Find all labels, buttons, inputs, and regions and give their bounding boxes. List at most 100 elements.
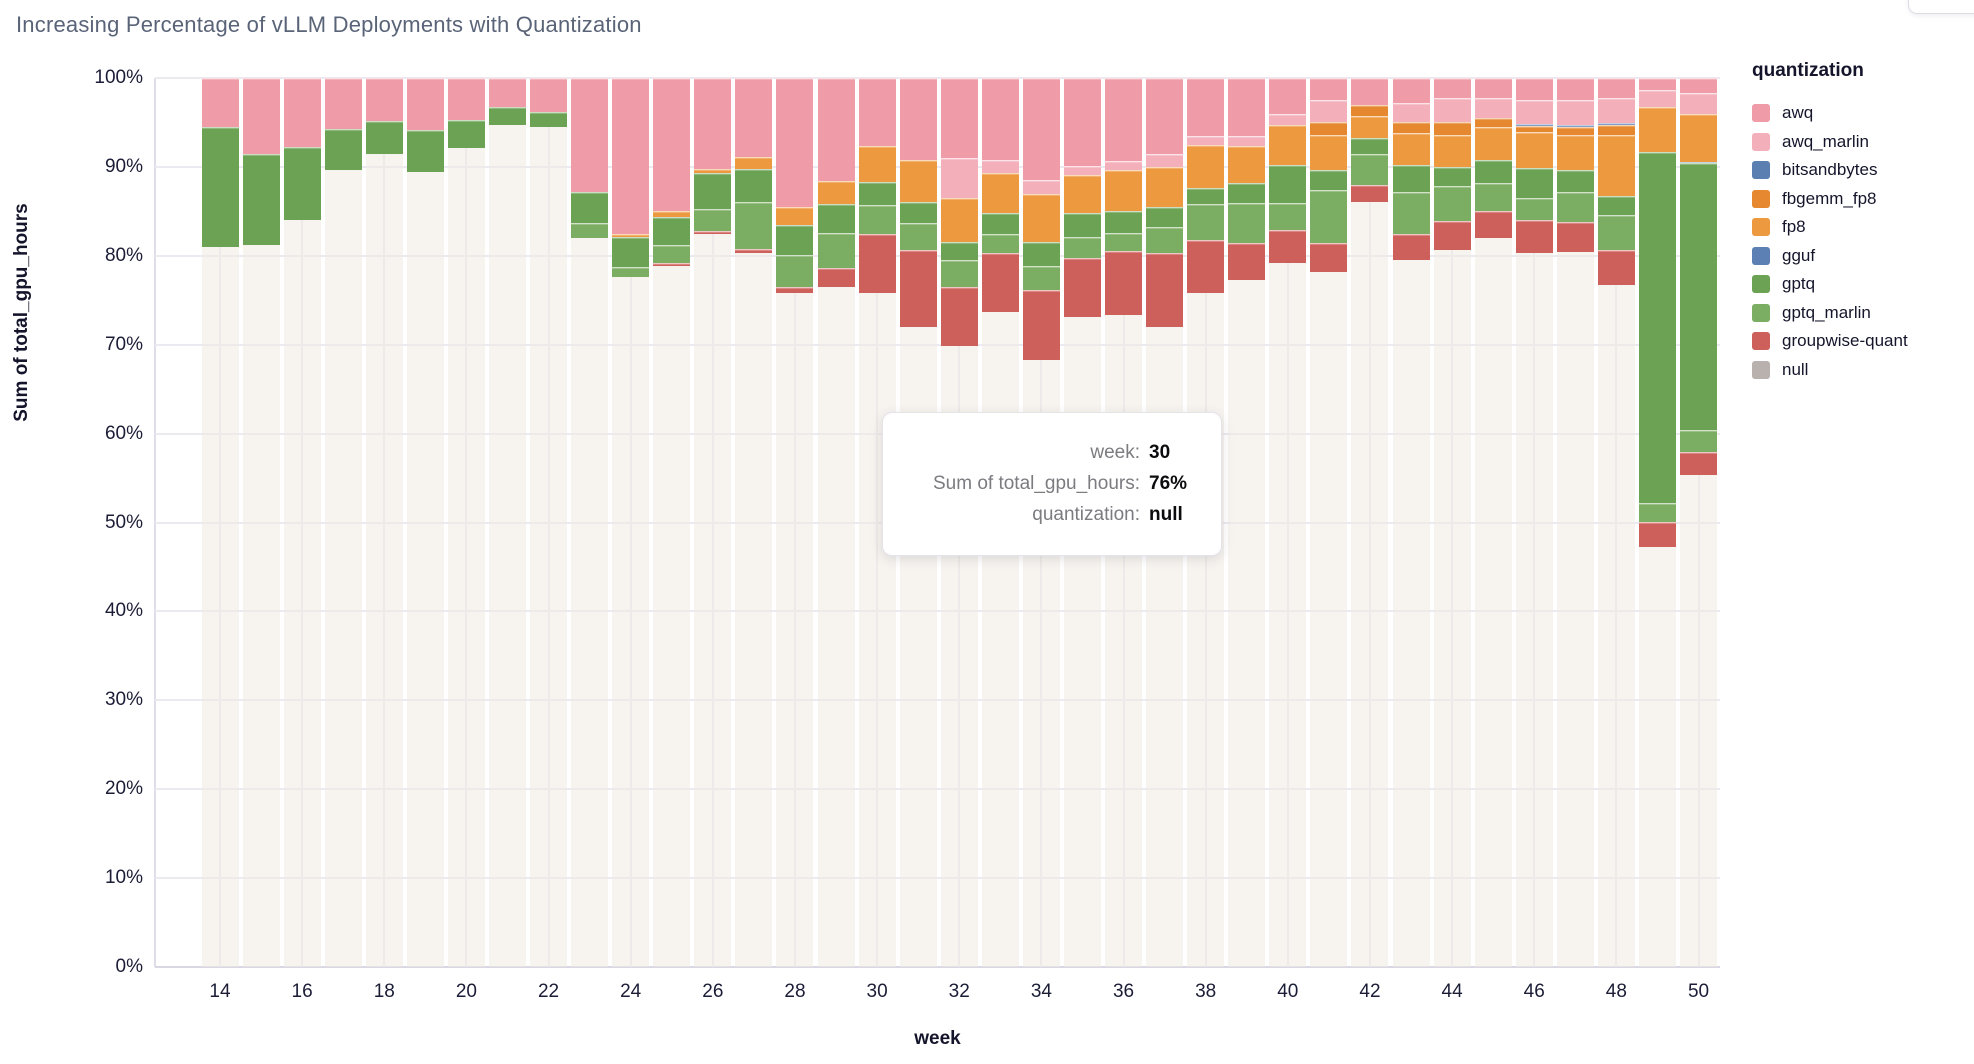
bar-segment-awq_marlin[interactable] <box>1063 166 1101 175</box>
bar-segment-fp8[interactable] <box>1474 126 1512 160</box>
bar-segment-null[interactable] <box>324 169 362 967</box>
bar-segment-gptq[interactable] <box>406 130 444 173</box>
bar-segment-fbgemm_fp8[interactable] <box>1310 121 1348 135</box>
bar-segment-null[interactable] <box>653 266 691 967</box>
bar-segment-gptq_marlin[interactable] <box>940 260 978 287</box>
bar-segment-null[interactable] <box>1310 271 1348 967</box>
bar-segment-gptq[interactable] <box>1063 213 1101 238</box>
bar-segment-gptq_marlin[interactable] <box>899 222 937 250</box>
bar-segment-gptq_marlin[interactable] <box>735 202 773 249</box>
bar-segment-awq_marlin[interactable] <box>1310 100 1348 122</box>
bar-segment-gptq_marlin[interactable] <box>1269 203 1307 230</box>
bar-segment-fp8[interactable] <box>1228 146 1266 183</box>
bar-segment-gptq[interactable] <box>530 111 568 127</box>
bar-segment-gptq[interactable] <box>1597 196 1635 215</box>
bar-segment-fp8[interactable] <box>1105 169 1143 212</box>
bar-segment-groupwise-quant[interactable] <box>817 268 855 287</box>
bar-segment-fp8[interactable] <box>1063 174 1101 214</box>
bar-segment-fp8[interactable] <box>1392 133 1430 166</box>
bar-segment-gptq[interactable] <box>940 241 978 261</box>
bar-segment-gptq[interactable] <box>1638 151 1676 503</box>
bar-segment-groupwise-quant[interactable] <box>1638 521 1676 548</box>
bar-segment-fp8[interactable] <box>1187 144 1225 189</box>
bar-segment-gptq[interactable] <box>1187 188 1225 205</box>
bar-segment-awq[interactable] <box>1597 78 1635 98</box>
bar-segment-awq[interactable] <box>1392 78 1430 103</box>
bar-segment-gptq[interactable] <box>571 191 609 223</box>
bar-segment-awq[interactable] <box>1680 78 1718 94</box>
bar-segment-groupwise-quant[interactable] <box>1474 211 1512 238</box>
bar-segment-gptq[interactable] <box>653 216 691 246</box>
bar-segment-fp8[interactable] <box>1638 107 1676 152</box>
bar-segment-gptq_marlin[interactable] <box>1022 266 1060 290</box>
bar-segment-gptq[interactable] <box>242 154 280 246</box>
bar-segment-fp8[interactable] <box>735 157 773 169</box>
bar-segment-groupwise-quant[interactable] <box>1187 239 1225 294</box>
bar-segment-awq[interactable] <box>324 78 362 129</box>
bar-segment-groupwise-quant[interactable] <box>1105 251 1143 316</box>
bar-segment-fp8[interactable] <box>940 198 978 242</box>
bar-segment-fbgemm_fp8[interactable] <box>1597 125 1635 135</box>
bar-segment-gptq_marlin[interactable] <box>858 205 896 234</box>
bar-segment-awq[interactable] <box>1269 78 1307 114</box>
bar-segment-gptq[interactable] <box>858 182 896 206</box>
bar-segment-gptq_marlin[interactable] <box>981 233 1019 254</box>
legend-item-fbgemm_fp8[interactable]: fbgemm_fp8 <box>1752 189 1962 208</box>
bar-segment-gptq_marlin[interactable] <box>1433 186 1471 222</box>
bar-segment-awq[interactable] <box>612 78 650 234</box>
bar-segment-gptq_marlin[interactable] <box>1063 237 1101 259</box>
bar-segment-null[interactable] <box>1680 475 1718 967</box>
bar-segment-gptq_marlin[interactable] <box>1392 191 1430 234</box>
bar-segment-groupwise-quant[interactable] <box>1269 230 1307 263</box>
bar-segment-groupwise-quant[interactable] <box>735 248 773 254</box>
legend-item-groupwise-quant[interactable]: groupwise-quant <box>1752 332 1962 350</box>
bar-segment-null[interactable] <box>283 220 321 967</box>
bar-segment-awq[interactable] <box>1146 78 1184 154</box>
bar-segment-fp8[interactable] <box>817 181 855 205</box>
bar-segment-fbgemm_fp8[interactable] <box>1351 104 1389 117</box>
legend-item-awq_marlin[interactable]: awq_marlin <box>1752 132 1962 151</box>
bar-segment-null[interactable] <box>1392 260 1430 967</box>
bar-segment-null[interactable] <box>1187 293 1225 967</box>
bar-segment-groupwise-quant[interactable] <box>1433 221 1471 250</box>
bar-segment-awq[interactable] <box>365 78 403 121</box>
bar-segment-null[interactable] <box>242 245 280 967</box>
bar-segment-awq_marlin[interactable] <box>1474 98 1512 118</box>
bar-segment-awq[interactable] <box>1228 78 1266 136</box>
bar-segment-awq[interactable] <box>940 78 978 158</box>
bar-segment-gptq[interactable] <box>488 107 526 126</box>
bar-segment-fp8[interactable] <box>1310 134 1348 170</box>
bar-segment-fbgemm_fp8[interactable] <box>1474 118 1512 127</box>
bar-segment-null[interactable] <box>1597 285 1635 967</box>
bar-segment-gptq_marlin[interactable] <box>1474 182 1512 212</box>
bar-segment-gptq_marlin[interactable] <box>1187 204 1225 240</box>
bar-segment-gptq_marlin[interactable] <box>1556 191 1594 222</box>
bar-segment-groupwise-quant[interactable] <box>940 286 978 347</box>
bar-segment-null[interactable] <box>1638 547 1676 967</box>
bar-segment-bitsandbytes[interactable] <box>1597 123 1635 126</box>
legend-item-gptq[interactable]: gptq <box>1752 275 1962 293</box>
bar-segment-fp8[interactable] <box>858 146 896 182</box>
bar-segment-awq[interactable] <box>447 78 485 120</box>
bar-segment-awq[interactable] <box>735 78 773 158</box>
bar-segment-fp8[interactable] <box>1146 166 1184 207</box>
bar-segment-fp8[interactable] <box>612 233 650 238</box>
bar-segment-groupwise-quant[interactable] <box>1680 452 1718 476</box>
bar-segment-fbgemm_fp8[interactable] <box>1515 126 1553 133</box>
bar-segment-gptq[interactable] <box>1474 159 1512 183</box>
bar-segment-null[interactable] <box>858 293 896 967</box>
bar-segment-awq_marlin[interactable] <box>940 158 978 198</box>
bar-segment-gptq[interactable] <box>1351 137 1389 154</box>
bar-segment-null[interactable] <box>817 286 855 967</box>
bar-segment-groupwise-quant[interactable] <box>1063 258 1101 318</box>
bar-segment-awq_marlin[interactable] <box>981 159 1019 174</box>
bar-segment-gptq[interactable] <box>1022 241 1060 267</box>
bar-segment-awq[interactable] <box>1063 78 1101 166</box>
bar-segment-groupwise-quant[interactable] <box>776 286 814 294</box>
bar-segment-awq[interactable] <box>201 78 239 127</box>
bar-segment-groupwise-quant[interactable] <box>1351 184 1389 202</box>
bar-segment-gptq[interactable] <box>694 173 732 209</box>
bar-segment-fp8[interactable] <box>981 173 1019 214</box>
bar-segment-awq[interactable] <box>899 78 937 160</box>
bar-segment-fp8[interactable] <box>1556 134 1594 170</box>
